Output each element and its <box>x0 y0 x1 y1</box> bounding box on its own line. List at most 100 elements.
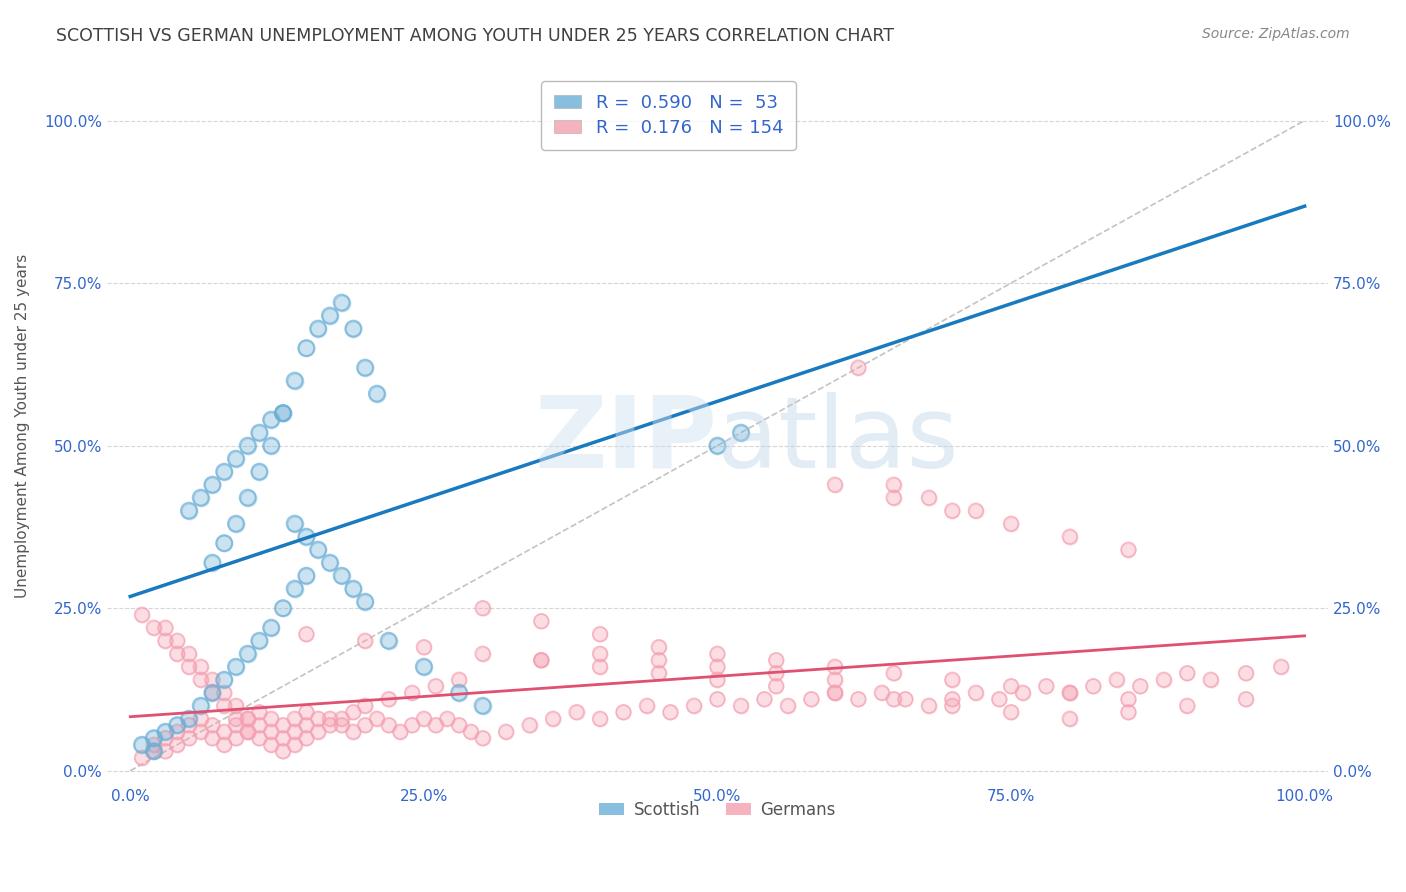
Point <box>177 712 200 726</box>
Point <box>941 673 963 687</box>
Point <box>377 633 399 648</box>
Point <box>225 731 247 746</box>
Point <box>295 530 318 544</box>
Point <box>412 712 434 726</box>
Point <box>941 503 963 517</box>
Point <box>155 724 177 739</box>
Point <box>190 712 212 726</box>
Point <box>1083 679 1105 693</box>
Point <box>177 647 200 661</box>
Point <box>941 698 963 713</box>
Point <box>271 744 294 758</box>
Point <box>212 738 235 752</box>
Point <box>260 412 283 426</box>
Point <box>131 750 153 764</box>
Point <box>342 582 364 596</box>
Point <box>201 718 224 732</box>
Point <box>471 601 494 615</box>
Point <box>330 712 353 726</box>
Point <box>389 724 412 739</box>
Point <box>166 647 188 661</box>
Point <box>271 406 294 420</box>
Point <box>212 465 235 479</box>
Point <box>249 465 271 479</box>
Point <box>212 673 235 687</box>
Point <box>155 633 177 648</box>
Point <box>236 724 259 739</box>
Point <box>366 386 388 401</box>
Point <box>883 692 905 706</box>
Point <box>330 712 353 726</box>
Point <box>190 673 212 687</box>
Point <box>236 724 259 739</box>
Text: SCOTTISH VS GERMAN UNEMPLOYMENT AMONG YOUTH UNDER 25 YEARS CORRELATION CHART: SCOTTISH VS GERMAN UNEMPLOYMENT AMONG YO… <box>56 27 894 45</box>
Point <box>295 568 318 582</box>
Point <box>1270 659 1292 673</box>
Point <box>471 647 494 661</box>
Point <box>1153 673 1175 687</box>
Point <box>648 666 671 681</box>
Point <box>495 724 517 739</box>
Point <box>648 640 671 655</box>
Point <box>800 692 823 706</box>
Point <box>848 692 870 706</box>
Point <box>225 712 247 726</box>
Text: atlas: atlas <box>717 392 959 489</box>
Point <box>648 640 671 655</box>
Point <box>307 712 329 726</box>
Point <box>354 633 377 648</box>
Point <box>236 712 259 726</box>
Point <box>612 705 634 719</box>
Point <box>894 692 917 706</box>
Point <box>449 673 471 687</box>
Point <box>249 705 271 719</box>
Point <box>225 516 247 531</box>
Point <box>166 724 188 739</box>
Point <box>236 439 259 453</box>
Point <box>824 686 846 700</box>
Point <box>706 647 728 661</box>
Point <box>295 718 318 732</box>
Point <box>201 731 224 746</box>
Point <box>824 686 846 700</box>
Point <box>155 621 177 635</box>
Point <box>177 503 200 517</box>
Point <box>190 659 212 673</box>
Point <box>142 621 165 635</box>
Point <box>212 724 235 739</box>
Point <box>342 705 364 719</box>
Point <box>800 692 823 706</box>
Point <box>870 686 893 700</box>
Point <box>177 712 200 726</box>
Point <box>1118 542 1140 557</box>
Point <box>249 705 271 719</box>
Point <box>225 659 247 673</box>
Point <box>1059 686 1081 700</box>
Point <box>530 653 553 667</box>
Point <box>1175 698 1198 713</box>
Point <box>883 491 905 505</box>
Point <box>824 477 846 491</box>
Point <box>636 698 658 713</box>
Point <box>249 465 271 479</box>
Point <box>190 712 212 726</box>
Point <box>319 556 342 570</box>
Point <box>754 692 776 706</box>
Point <box>155 621 177 635</box>
Point <box>706 439 728 453</box>
Point <box>307 542 329 557</box>
Point <box>988 692 1011 706</box>
Point <box>330 718 353 732</box>
Point <box>425 679 447 693</box>
Point <box>354 698 377 713</box>
Point <box>177 659 200 673</box>
Point <box>212 536 235 550</box>
Point <box>201 718 224 732</box>
Point <box>648 653 671 667</box>
Point <box>1059 686 1081 700</box>
Point <box>295 731 318 746</box>
Point <box>284 738 307 752</box>
Point <box>295 718 318 732</box>
Point <box>401 686 423 700</box>
Point <box>471 698 494 713</box>
